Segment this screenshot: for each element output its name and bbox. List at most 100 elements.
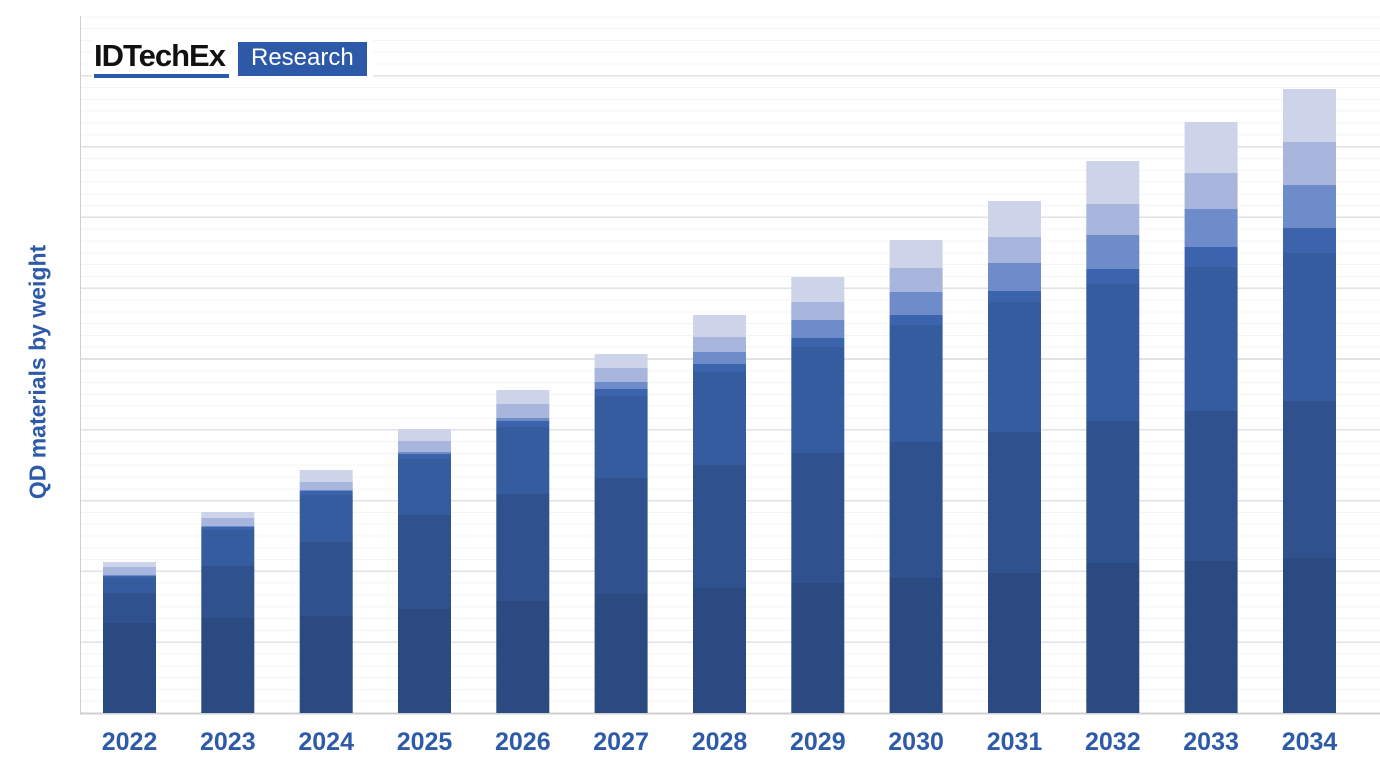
bar-segment-2029-segment-1-bottom bbox=[791, 583, 845, 713]
bar-2033 bbox=[1184, 122, 1238, 713]
bar-segment-2027-segment-7-top bbox=[594, 354, 648, 368]
bar-segment-2027-segment-4 bbox=[594, 389, 648, 396]
y-axis-title: QD materials by weight bbox=[24, 244, 51, 500]
bar-segment-2033-segment-3 bbox=[1184, 267, 1238, 411]
bar-segment-2025-segment-6 bbox=[398, 441, 451, 452]
bar-segment-2028-segment-5 bbox=[693, 352, 746, 364]
bar-segment-2023-segment-2 bbox=[201, 566, 255, 618]
bar-segment-2029-segment-7-top bbox=[791, 277, 845, 302]
bar-segment-2033-segment-4 bbox=[1184, 247, 1238, 267]
bar-segment-2029-segment-4 bbox=[791, 338, 845, 347]
bar-segment-2028-segment-7-top bbox=[693, 315, 746, 337]
bar-segment-2032-segment-7-top bbox=[1086, 161, 1140, 204]
bar-segment-2027-segment-6 bbox=[594, 368, 648, 382]
bar-segment-2034-segment-3 bbox=[1283, 253, 1336, 401]
bar-segment-2026-segment-3 bbox=[496, 427, 550, 494]
bars bbox=[103, 89, 1336, 713]
bar-segment-2030-segment-7-top bbox=[889, 240, 943, 268]
bar-segment-2031-segment-5 bbox=[988, 263, 1041, 291]
bar-segment-2032-segment-3 bbox=[1086, 284, 1140, 421]
bar-segment-2026-segment-4 bbox=[496, 421, 550, 427]
bar-segment-2032-segment-4 bbox=[1086, 269, 1140, 284]
bar-2031 bbox=[988, 201, 1041, 713]
bar-2028 bbox=[693, 315, 746, 713]
bar-segment-2031-segment-4 bbox=[988, 291, 1041, 302]
bar-2023 bbox=[201, 512, 255, 713]
x-tick-label-2026: 2026 bbox=[495, 728, 551, 756]
bar-segment-2022-segment-3 bbox=[103, 578, 156, 593]
bar-segment-2025-segment-7-top bbox=[398, 429, 451, 441]
bar-segment-2031-segment-6 bbox=[988, 237, 1041, 263]
bar-segment-2024-segment-4 bbox=[299, 491, 353, 495]
bar-segment-2031-segment-1-bottom bbox=[988, 573, 1041, 713]
bar-segment-2029-segment-6 bbox=[791, 302, 845, 320]
bar-segment-2026-segment-6 bbox=[496, 404, 550, 418]
bar-segment-2023-segment-3 bbox=[201, 530, 255, 566]
bar-segment-2029-segment-2 bbox=[791, 453, 845, 583]
bar-segment-2029-segment-3 bbox=[791, 347, 845, 453]
bar-segment-2028-segment-4 bbox=[693, 364, 746, 372]
idtechex-logo: IDTechEx Research bbox=[92, 36, 373, 78]
bar-segment-2025-segment-5 bbox=[398, 452, 451, 454]
bar-segment-2031-segment-7-top bbox=[988, 201, 1041, 237]
x-tick-label-2028: 2028 bbox=[692, 728, 748, 756]
bar-2034 bbox=[1283, 89, 1336, 713]
bar-segment-2022-segment-1-bottom bbox=[103, 623, 156, 713]
bar-segment-2027-segment-5 bbox=[594, 382, 648, 389]
bar-segment-2025-segment-2 bbox=[398, 515, 451, 609]
x-tick-label-2027: 2027 bbox=[593, 728, 649, 756]
bar-2025 bbox=[398, 429, 451, 713]
bar-segment-2024-segment-5 bbox=[299, 490, 353, 491]
bar-2022 bbox=[103, 562, 156, 713]
bar-segment-2030-segment-1-bottom bbox=[889, 578, 943, 713]
bar-segment-2022-segment-4 bbox=[103, 576, 156, 578]
bar-segment-2031-segment-2 bbox=[988, 432, 1041, 573]
bar-segment-2022-segment-5 bbox=[103, 575, 156, 576]
bar-segment-2028-segment-6 bbox=[693, 337, 746, 352]
bar-segment-2025-segment-4 bbox=[398, 454, 451, 459]
bar-segment-2030-segment-6 bbox=[889, 268, 943, 292]
bar-segment-2026-segment-7-top bbox=[496, 390, 550, 404]
bar-segment-2034-segment-5 bbox=[1283, 185, 1336, 228]
bar-segment-2032-segment-2 bbox=[1086, 421, 1140, 563]
bar-segment-2023-segment-6 bbox=[201, 518, 255, 526]
bar-segment-2030-segment-5 bbox=[889, 292, 943, 315]
bar-segment-2030-segment-3 bbox=[889, 325, 943, 442]
bar-segment-2033-segment-1-bottom bbox=[1184, 561, 1238, 713]
bar-segment-2027-segment-2 bbox=[594, 478, 648, 594]
bar-segment-2034-segment-4 bbox=[1283, 228, 1336, 253]
bar-segment-2031-segment-3 bbox=[988, 302, 1041, 432]
bar-segment-2023-segment-5 bbox=[201, 526, 255, 527]
bar-segment-2033-segment-5 bbox=[1184, 209, 1238, 247]
bar-segment-2024-segment-7-top bbox=[299, 470, 353, 482]
bar-2027 bbox=[594, 354, 648, 713]
bar-segment-2032-segment-1-bottom bbox=[1086, 563, 1140, 713]
bar-segment-2027-segment-3 bbox=[594, 396, 648, 478]
bar-segment-2029-segment-5 bbox=[791, 320, 845, 338]
bar-segment-2032-segment-5 bbox=[1086, 235, 1140, 269]
bar-segment-2030-segment-2 bbox=[889, 442, 943, 578]
bar-segment-2022-segment-7-top bbox=[103, 562, 156, 567]
bar-2032 bbox=[1086, 161, 1140, 713]
bar-segment-2034-segment-1-bottom bbox=[1283, 558, 1336, 713]
bar-segment-2026-segment-1-bottom bbox=[496, 601, 550, 713]
bar-2030 bbox=[889, 240, 943, 713]
bar-segment-2032-segment-6 bbox=[1086, 204, 1140, 235]
bar-segment-2033-segment-7-top bbox=[1184, 122, 1238, 173]
bar-segment-2033-segment-6 bbox=[1184, 173, 1238, 209]
bar-segment-2026-segment-5 bbox=[496, 418, 550, 421]
x-tick-label-2023: 2023 bbox=[200, 728, 256, 756]
bar-segment-2022-segment-6 bbox=[103, 567, 156, 575]
bar-segment-2024-segment-1-bottom bbox=[299, 616, 353, 713]
logo-brand-text: IDTechEx bbox=[94, 40, 229, 78]
x-tick-labels: 2022 2023 2024 2025 2026 2027 2028 2029 2030 2031… bbox=[102, 728, 1338, 756]
bar-segment-2028-segment-3 bbox=[693, 372, 746, 465]
bar-segment-2030-segment-4 bbox=[889, 315, 943, 325]
bar-segment-2034-segment-6 bbox=[1283, 142, 1336, 185]
bar-segment-2033-segment-2 bbox=[1184, 411, 1238, 561]
bar-segment-2025-segment-1-bottom bbox=[398, 609, 451, 713]
x-tick-label-2033: 2033 bbox=[1183, 728, 1239, 756]
bar-segment-2025-segment-3 bbox=[398, 459, 451, 515]
x-tick-label-2034: 2034 bbox=[1282, 728, 1338, 756]
logo-research-badge: Research bbox=[237, 42, 367, 76]
